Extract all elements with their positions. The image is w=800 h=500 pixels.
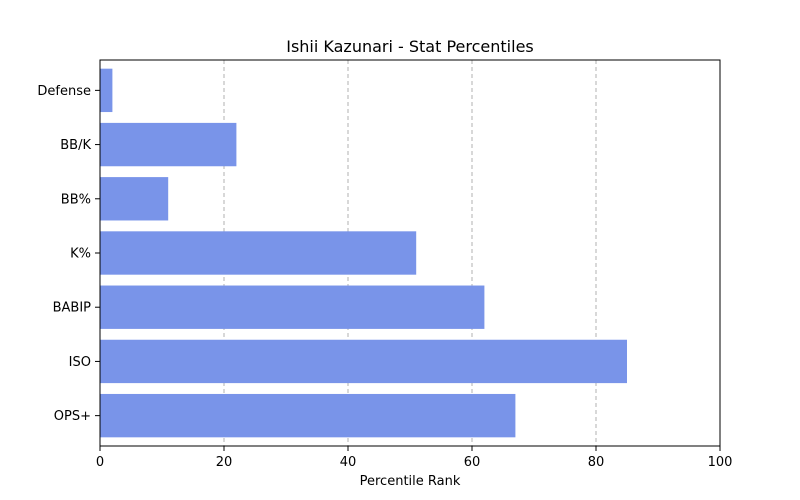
bar-babip [100, 285, 485, 329]
y-tick-label: BB% [61, 192, 91, 207]
bar-bb- [100, 177, 169, 221]
bar-k- [100, 231, 417, 275]
x-axis-ticks: 0 20 40 60 80 100 [96, 446, 733, 470]
x-tick-label: 40 [340, 455, 357, 470]
bar-iso [100, 339, 627, 384]
y-tick-label: OPS+ [54, 409, 91, 424]
y-tick-label: Defense [37, 84, 91, 99]
bar-ops- [100, 393, 516, 438]
x-tick-label: 0 [96, 455, 104, 470]
chart-title: Ishii Kazunari - Stat Percentiles [286, 37, 534, 56]
x-tick-label: 80 [588, 455, 605, 470]
y-tick-label: BB/K [60, 138, 91, 153]
y-tick-label: ISO [69, 355, 91, 370]
x-tick-label: 20 [216, 455, 233, 470]
bar-bb-k [100, 122, 237, 167]
x-tick-label: 60 [464, 455, 481, 470]
bar-defense [100, 68, 113, 113]
x-axis-label: Percentile Rank [360, 474, 461, 489]
y-axis-ticks: OPS+ ISO BABIP K% BB% BB/K Defense [37, 84, 100, 424]
y-tick-label: BABIP [53, 301, 92, 316]
bars-group [100, 68, 627, 438]
x-tick-label: 100 [708, 455, 733, 470]
y-tick-label: K% [70, 247, 91, 262]
